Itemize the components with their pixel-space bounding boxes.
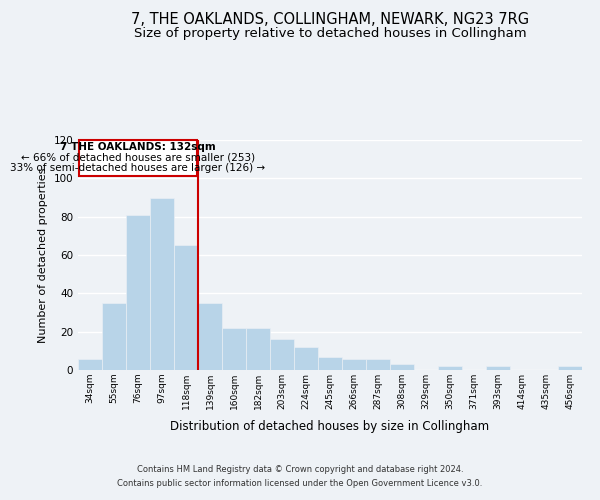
Bar bbox=[366, 358, 390, 370]
Bar bbox=[102, 303, 126, 370]
Y-axis label: Number of detached properties: Number of detached properties bbox=[38, 168, 48, 342]
Text: 7 THE OAKLANDS: 132sqm: 7 THE OAKLANDS: 132sqm bbox=[60, 142, 216, 152]
Text: Size of property relative to detached houses in Collingham: Size of property relative to detached ho… bbox=[134, 28, 526, 40]
Bar bbox=[318, 356, 342, 370]
Bar bbox=[294, 347, 318, 370]
Bar bbox=[150, 198, 174, 370]
Bar bbox=[222, 328, 246, 370]
Bar bbox=[270, 340, 294, 370]
FancyBboxPatch shape bbox=[79, 140, 197, 176]
Bar bbox=[558, 366, 582, 370]
Bar bbox=[342, 358, 366, 370]
Bar bbox=[126, 215, 150, 370]
Text: ← 66% of detached houses are smaller (253): ← 66% of detached houses are smaller (25… bbox=[21, 152, 255, 162]
Text: 7, THE OAKLANDS, COLLINGHAM, NEWARK, NG23 7RG: 7, THE OAKLANDS, COLLINGHAM, NEWARK, NG2… bbox=[131, 12, 529, 28]
Bar bbox=[246, 328, 270, 370]
Bar bbox=[390, 364, 414, 370]
Text: 33% of semi-detached houses are larger (126) →: 33% of semi-detached houses are larger (… bbox=[10, 163, 266, 173]
X-axis label: Distribution of detached houses by size in Collingham: Distribution of detached houses by size … bbox=[170, 420, 490, 434]
Bar bbox=[78, 358, 102, 370]
Text: Contains HM Land Registry data © Crown copyright and database right 2024.
Contai: Contains HM Land Registry data © Crown c… bbox=[118, 466, 482, 487]
Bar bbox=[438, 366, 462, 370]
Bar bbox=[174, 246, 198, 370]
Bar bbox=[198, 303, 222, 370]
Bar bbox=[486, 366, 510, 370]
